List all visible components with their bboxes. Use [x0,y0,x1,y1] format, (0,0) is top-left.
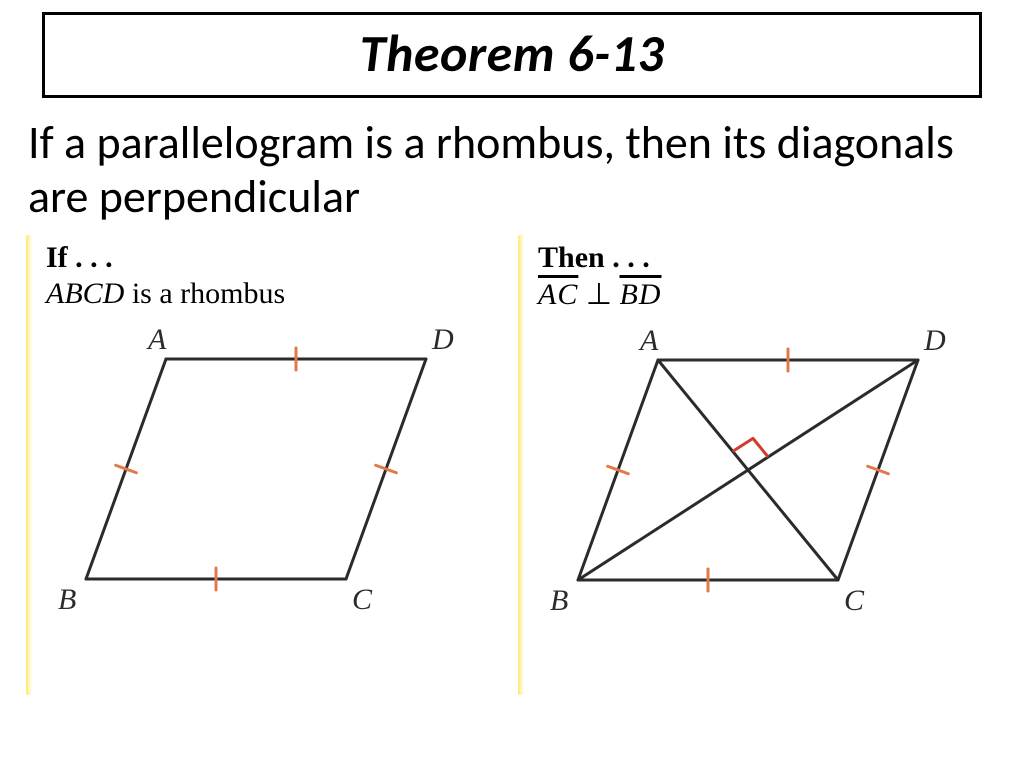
if-figure: A D B C [46,319,506,649]
svg-text:C: C [352,583,373,616]
svg-text:D: D [923,324,946,357]
title-box: Theorem 6-13 [42,12,982,98]
then-seg2: BD [619,278,661,311]
if-panel: If . . . ABCD is a rhombus A D B C [24,235,516,695]
if-sub-ital: ABCD [46,277,124,310]
slide: Theorem 6-13 If a parallelogram is a rho… [0,0,1024,768]
rhombus-svg-right: A D B C [538,320,998,640]
then-sub: AC ⊥ BD [538,277,998,312]
if-head: If . . . [46,241,506,275]
rhombus-svg-left: A D B C [46,319,506,639]
theorem-title: Theorem 6-13 [45,21,979,85]
svg-text:C: C [844,584,865,617]
then-panel: Then . . . AC ⊥ BD A D B C [516,235,1008,695]
then-head: Then . . . [538,241,998,275]
panels: If . . . ABCD is a rhombus ADBC Then . .… [24,235,1000,695]
svg-text:B: B [550,584,568,617]
perp-symbol: ⊥ [578,278,619,311]
svg-text:A: A [638,324,659,357]
svg-text:A: A [146,323,167,356]
then-figure: A D B C [538,320,998,650]
svg-text:D: D [431,323,454,356]
then-seg1: AC [538,278,578,311]
svg-text:B: B [58,583,76,616]
if-sub-rest: is a rhombus [124,277,285,310]
if-sub: ABCD is a rhombus [46,277,506,311]
theorem-statement: If a parallelogram is a rhombus, then it… [28,116,996,225]
